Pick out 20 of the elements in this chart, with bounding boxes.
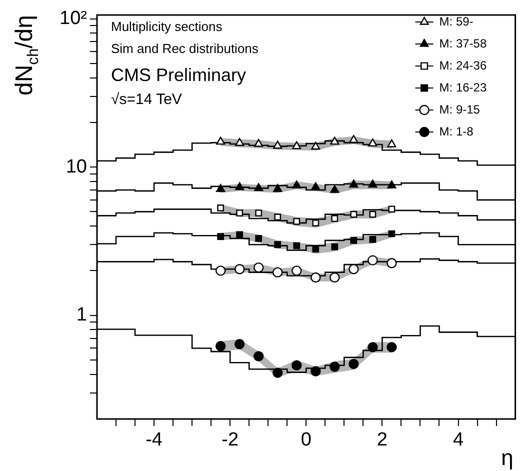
legend-label: M: 9-15 <box>439 102 480 116</box>
x-tick-label: 2 <box>376 430 388 451</box>
legend-label: M: 59- <box>439 14 474 28</box>
annotation: √s=14 TeV <box>111 91 182 108</box>
x-tick-label: -2 <box>222 430 239 451</box>
y-axis-title: dNch/dη <box>11 14 42 96</box>
annotation: Sim and Rec distributions <box>111 41 259 56</box>
x-axis-title: η <box>501 445 514 470</box>
x-tick-label: 4 <box>452 430 464 451</box>
legend-label: M: 1-8 <box>439 124 474 138</box>
x-tick-label: 0 <box>300 430 312 451</box>
legend-label: M: 24-36 <box>439 58 487 72</box>
annotation: CMS Preliminary <box>111 65 246 85</box>
legend-label: M: 37-58 <box>439 36 487 50</box>
y-tick-label: 1 <box>76 304 87 326</box>
y-tick-label: 10 <box>66 156 87 178</box>
x-tick-label: -4 <box>146 430 163 451</box>
annotation: Multiplicity sections <box>111 19 223 34</box>
y-tick-label: 10² <box>60 8 87 29</box>
legend-label: M: 16-23 <box>439 80 487 94</box>
